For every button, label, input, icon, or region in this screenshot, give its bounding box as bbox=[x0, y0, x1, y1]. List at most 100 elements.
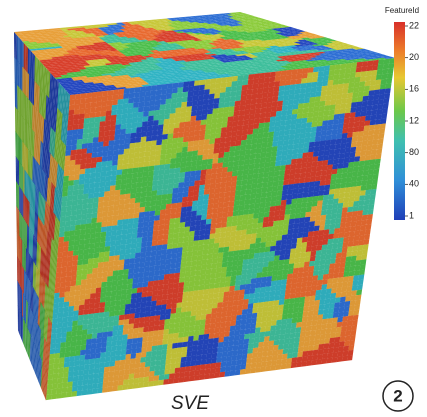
grain-cell bbox=[50, 343, 56, 349]
grain-cell bbox=[93, 263, 99, 269]
grain-cell bbox=[197, 345, 203, 351]
grain-cell bbox=[165, 159, 171, 165]
grain-cell bbox=[281, 319, 287, 325]
grain-cell bbox=[198, 145, 204, 151]
grain-cell bbox=[238, 339, 244, 345]
grain-cell bbox=[175, 368, 181, 374]
grain-cell bbox=[186, 211, 192, 217]
grain-cell bbox=[308, 192, 314, 198]
grain-cell bbox=[222, 307, 228, 313]
grain-cell bbox=[154, 215, 160, 221]
grain-cell bbox=[237, 80, 243, 86]
grain-cell bbox=[135, 137, 141, 143]
grain-cell bbox=[71, 336, 77, 342]
grain-cell bbox=[311, 360, 317, 366]
grain-cell bbox=[158, 124, 164, 130]
grain-cell bbox=[91, 218, 97, 224]
grain-cell bbox=[237, 265, 243, 271]
grain-cell bbox=[227, 171, 233, 177]
grain-cell bbox=[91, 157, 97, 163]
grain-cell bbox=[205, 79, 211, 85]
grain-cell bbox=[323, 115, 329, 121]
grain-cell bbox=[119, 144, 125, 150]
grain-cell bbox=[120, 355, 126, 361]
grain-cell bbox=[82, 329, 88, 335]
grain-cell bbox=[237, 305, 243, 311]
grain-cell bbox=[270, 365, 276, 371]
grain-cell bbox=[138, 167, 144, 173]
grain-cell bbox=[58, 368, 64, 374]
grain-cell bbox=[63, 241, 69, 247]
grain-cell bbox=[219, 282, 225, 288]
grain-cell bbox=[117, 280, 123, 286]
grain-cell bbox=[325, 95, 331, 101]
grain-cell bbox=[148, 176, 154, 182]
grain-cell bbox=[135, 247, 141, 253]
grain-cell bbox=[305, 172, 311, 178]
grain-cell bbox=[214, 238, 220, 244]
grain-cell bbox=[68, 185, 74, 191]
grain-cell bbox=[237, 354, 243, 360]
grain-cell bbox=[107, 216, 113, 222]
grain-cell bbox=[93, 318, 99, 324]
grain-cell bbox=[314, 265, 320, 271]
grain-cell bbox=[123, 93, 129, 99]
grain-cell bbox=[54, 288, 60, 294]
grain-cell bbox=[115, 129, 121, 135]
grain-cell bbox=[350, 152, 356, 158]
grain-cell bbox=[171, 148, 177, 154]
grain-cell bbox=[117, 220, 123, 226]
grain-cell bbox=[144, 211, 150, 217]
grain-cell bbox=[321, 249, 327, 255]
grain-cell bbox=[232, 310, 238, 316]
grain-cell bbox=[303, 187, 309, 193]
grain-cell bbox=[142, 237, 148, 243]
grain-cell bbox=[103, 377, 109, 383]
grain-cell bbox=[158, 230, 164, 236]
grain-cell bbox=[301, 118, 307, 124]
grain-cell bbox=[247, 219, 253, 225]
grain-cell bbox=[334, 263, 340, 269]
grain-cell bbox=[204, 234, 210, 240]
grain-cell bbox=[269, 166, 275, 172]
grain-cell bbox=[123, 154, 129, 160]
grain-cell bbox=[271, 106, 277, 112]
grain-cell bbox=[257, 352, 263, 358]
grain-cell bbox=[235, 235, 241, 241]
grain-cell bbox=[306, 77, 312, 83]
grain-cell bbox=[365, 81, 371, 87]
grain-cell bbox=[51, 328, 57, 334]
grain-cell bbox=[105, 241, 111, 247]
grain-cell bbox=[290, 169, 296, 175]
grain-cell bbox=[210, 83, 216, 89]
grain-cell bbox=[199, 190, 205, 196]
grain-cell bbox=[120, 244, 126, 250]
grain-cell bbox=[198, 90, 204, 96]
grain-cell bbox=[225, 281, 231, 287]
grain-cell bbox=[362, 135, 368, 141]
grain-cell bbox=[327, 283, 333, 289]
grain-cell bbox=[210, 133, 216, 139]
grain-cell bbox=[90, 293, 96, 299]
grain-cell bbox=[106, 286, 112, 292]
grain-cell bbox=[157, 240, 163, 246]
grain-cell bbox=[135, 192, 141, 198]
grain-cell bbox=[158, 225, 164, 231]
grain-cell bbox=[52, 383, 58, 389]
grain-cell bbox=[212, 163, 218, 169]
grain-cell bbox=[91, 97, 97, 103]
grain-cell bbox=[177, 147, 183, 153]
grain-cell bbox=[208, 249, 214, 255]
grain-cell bbox=[266, 361, 272, 367]
grain-cell bbox=[345, 108, 351, 114]
grain-cell bbox=[264, 291, 270, 297]
grain-cell bbox=[253, 342, 259, 348]
grain-cell bbox=[168, 178, 174, 184]
grain-cell bbox=[241, 95, 247, 101]
grain-cell bbox=[235, 145, 241, 151]
grain-cell bbox=[314, 141, 320, 147]
grain-cell bbox=[181, 212, 187, 218]
grain-cell bbox=[74, 300, 80, 306]
grain-cell bbox=[138, 277, 144, 283]
grain-cell bbox=[135, 142, 141, 148]
